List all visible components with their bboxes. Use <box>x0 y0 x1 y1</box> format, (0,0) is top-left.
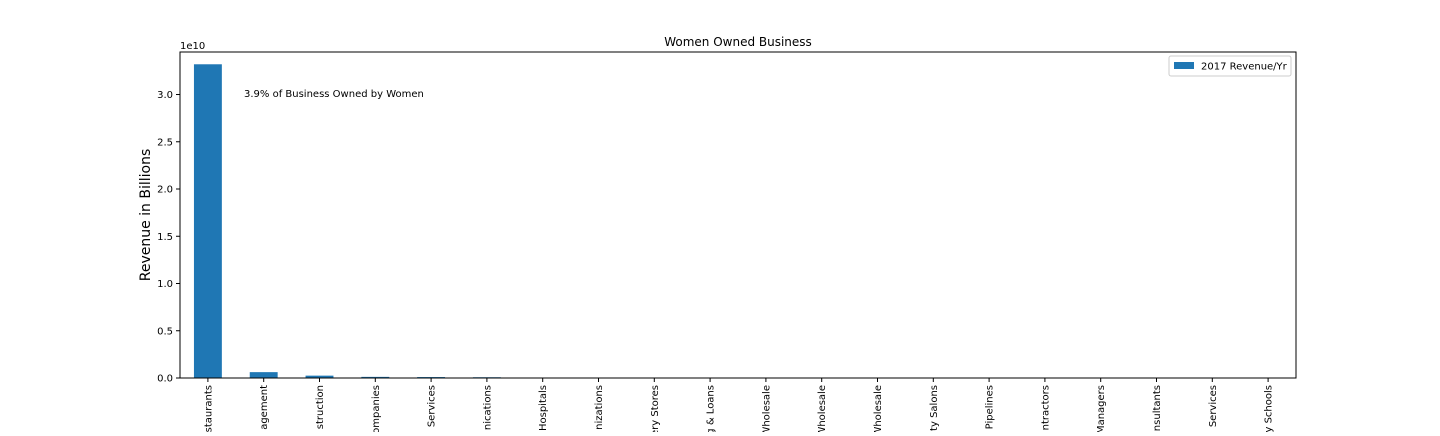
bars-layer <box>194 64 1282 378</box>
y-axis-label: Revenue in Billions <box>138 149 154 282</box>
legend: 2017 Revenue/Yr <box>1169 56 1291 76</box>
y-tick-label: 1.0 <box>157 279 173 290</box>
x-tick-label: nizations <box>594 385 605 430</box>
y-tick-label: 0.5 <box>157 326 173 337</box>
x-tick-label: ntractors <box>1040 385 1051 430</box>
x-tick-label: Wholesale <box>817 385 828 432</box>
x-axis-ticks: staurants agement struction ompanies Service… <box>203 378 1274 432</box>
plot-frame <box>180 52 1296 378</box>
x-tick-label: ompanies <box>371 385 382 432</box>
y-tick-label: 2.0 <box>157 185 173 196</box>
bar <box>194 64 222 378</box>
x-tick-label: staurants <box>203 385 214 432</box>
x-tick-label: y Schools <box>1264 385 1275 432</box>
legend-swatch <box>1174 62 1194 69</box>
x-tick-label: Managers <box>1096 385 1107 432</box>
x-tick-label: Services <box>1208 385 1219 427</box>
chart-title: Women Owned Business <box>664 35 812 49</box>
x-tick-label: Services <box>427 385 438 427</box>
y-tick-label: 1.5 <box>157 232 173 243</box>
x-tick-label: g & Loans <box>706 385 717 432</box>
x-tick-label: Pipelines <box>985 385 996 429</box>
x-tick-label: Wholesale <box>873 385 884 432</box>
x-tick-label: nsultants <box>1152 385 1163 431</box>
x-tick-label: Wholesale <box>761 385 772 432</box>
y-tick-label: 3.0 <box>157 90 173 101</box>
x-tick-label: Hospitals <box>538 385 549 431</box>
x-tick-label: ty Salons <box>929 385 940 431</box>
y-axis-ticks: 0.0 0.5 1.0 1.5 2.0 2.5 3.0 <box>157 90 180 384</box>
x-tick-label: nications <box>482 385 493 430</box>
y-tick-label: 0.0 <box>157 374 173 385</box>
y-axis-offset-label: 1e10 <box>180 41 205 52</box>
x-tick-label: ery Stores <box>650 385 661 432</box>
y-tick-label: 2.5 <box>157 137 173 148</box>
bar <box>250 372 278 378</box>
chart-annotation: 3.9% of Business Owned by Women <box>244 89 424 100</box>
legend-label: 2017 Revenue/Yr <box>1201 62 1288 73</box>
x-tick-label: agement <box>259 385 270 430</box>
x-tick-label: struction <box>315 385 326 429</box>
